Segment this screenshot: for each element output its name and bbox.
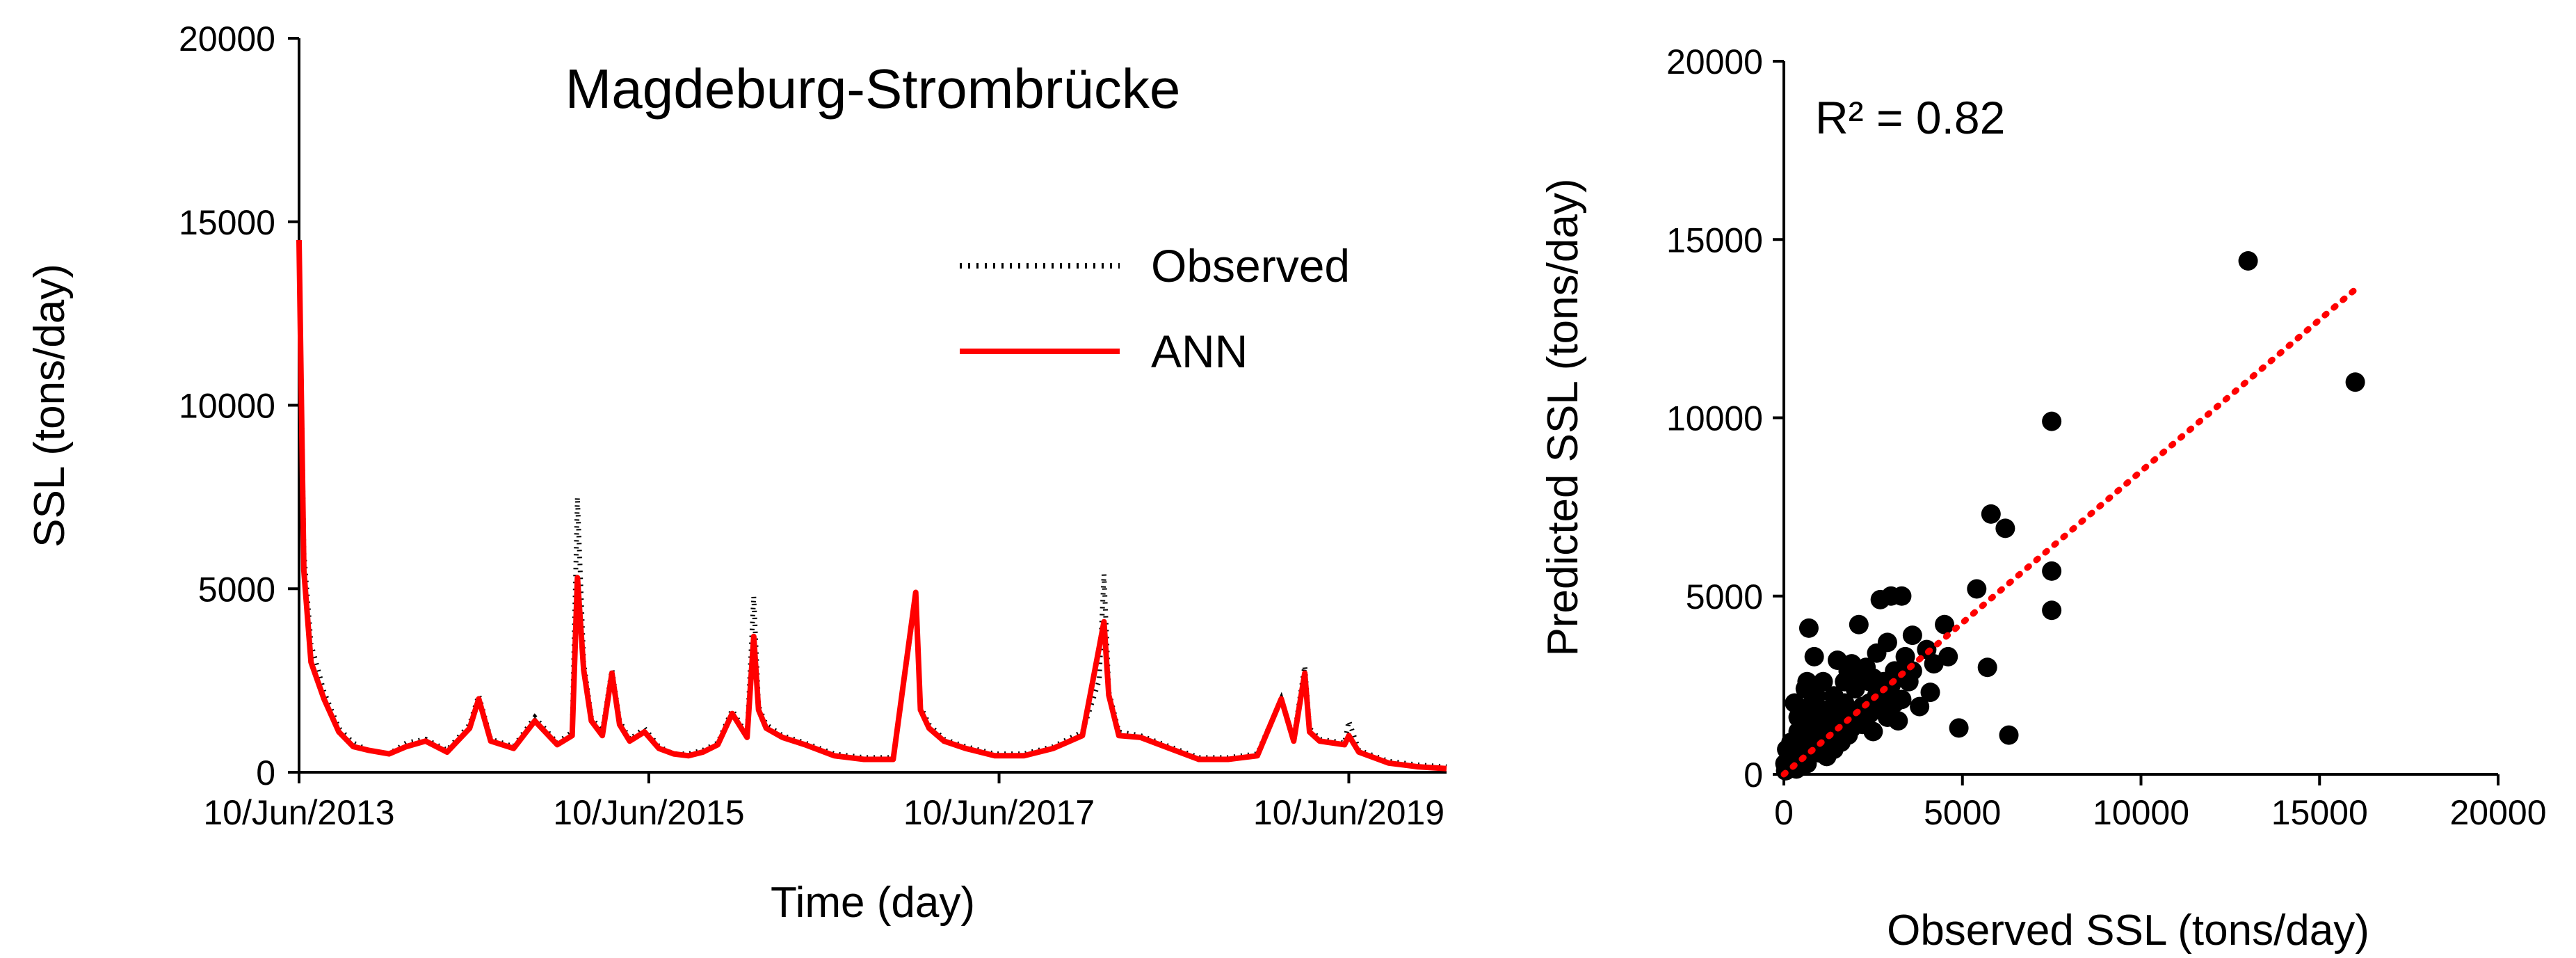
left-y-tick-label: 10000 [179,387,275,426]
right-x-tick-label: 0 [1774,793,1794,832]
scatter-point [2042,411,2062,431]
scatter-point [2345,372,2365,392]
scatter-point [1935,614,1955,634]
scatter-chart: 0 5000 10000 15000 20000 0 5000 10000 15000 2000… [1539,42,2547,955]
left-y-tick-label: 20000 [179,19,275,58]
scatter-point [1788,708,1808,727]
scatter-point [1798,618,1819,638]
left-x-tick-label: 10/Jun/2019 [1253,793,1444,832]
right-y-tick-label: 10000 [1666,399,1763,438]
left-x-tick-label: 10/Jun/2017 [903,793,1095,832]
left-y-axis-label: SSL (tons/day) [26,264,74,548]
left-y-tick-label: 15000 [179,203,275,242]
scatter-point [1849,661,1869,681]
scatter-point [1804,646,1824,666]
scatter-point [1902,625,1922,646]
right-x-tick-label: 20000 [2449,793,2546,832]
scatter-point [1810,703,1830,724]
legend-ann-label: ANN [1151,326,1248,377]
right-x-tick-label: 10000 [2093,793,2189,832]
right-x-axis-label: Observed SSL (tons/day) [1887,907,2369,955]
series-ann-line [296,240,1447,772]
scatter-point [1967,579,1987,599]
right-y-ticks: 0 5000 10000 15000 20000 [1666,42,1784,795]
scatter-point [2042,561,2062,581]
right-x-tick-label: 15000 [2271,793,2368,832]
left-y-tick-label: 5000 [198,570,275,609]
left-y-ticks: 0 5000 10000 15000 20000 [179,19,299,792]
scatter-point [1870,589,1890,609]
scatter-points [1775,251,2365,781]
left-x-axis-label: Time (day) [771,879,975,927]
scatter-point [2238,251,2258,271]
scatter-point [1828,725,1848,745]
trendline [1780,286,2359,778]
scatter-point [1867,643,1887,663]
scatter-point [1835,671,1855,692]
scatter-point [1895,646,1915,666]
r-squared-annotation: R² = 0.82 [1815,92,2005,143]
left-x-ticks: 10/Jun/2013 10/Jun/2015 10/Jun/2017 10/Jun/… [203,772,1444,832]
scatter-point [1995,518,2015,538]
scatter-point [1860,703,1880,724]
scatter-point [2042,600,2062,621]
legend-observed-label: Observed [1151,240,1350,292]
scatter-point [1999,725,2019,745]
left-x-tick-label: 10/Jun/2013 [203,793,394,832]
left-x-tick-label: 10/Jun/2015 [553,793,744,832]
scatter-point [1977,657,1997,678]
right-x-tick-label: 5000 [1924,793,2001,832]
scatter-point [1849,614,1869,634]
right-y-tick-label: 15000 [1666,221,1763,260]
right-y-tick-label: 0 [1744,756,1763,795]
legend: Observed ANN [960,240,1350,377]
right-y-tick-label: 20000 [1666,42,1763,81]
right-x-ticks: 0 5000 10000 15000 20000 [1774,774,2547,832]
scatter-point [1910,696,1930,717]
scatter-point [1981,504,2001,524]
scatter-point [1885,693,1905,713]
right-y-axis-label: Predicted SSL (tons/day) [1539,179,1587,657]
right-y-tick-label: 5000 [1686,577,1763,616]
chart-title: Magdeburg-Strombrücke [565,58,1181,120]
scatter-point [1920,682,1940,703]
scatter-point [1938,646,1958,666]
series-observed-line [296,240,1447,769]
left-y-tick-label: 0 [256,753,275,792]
scatter-point [1949,718,1969,738]
